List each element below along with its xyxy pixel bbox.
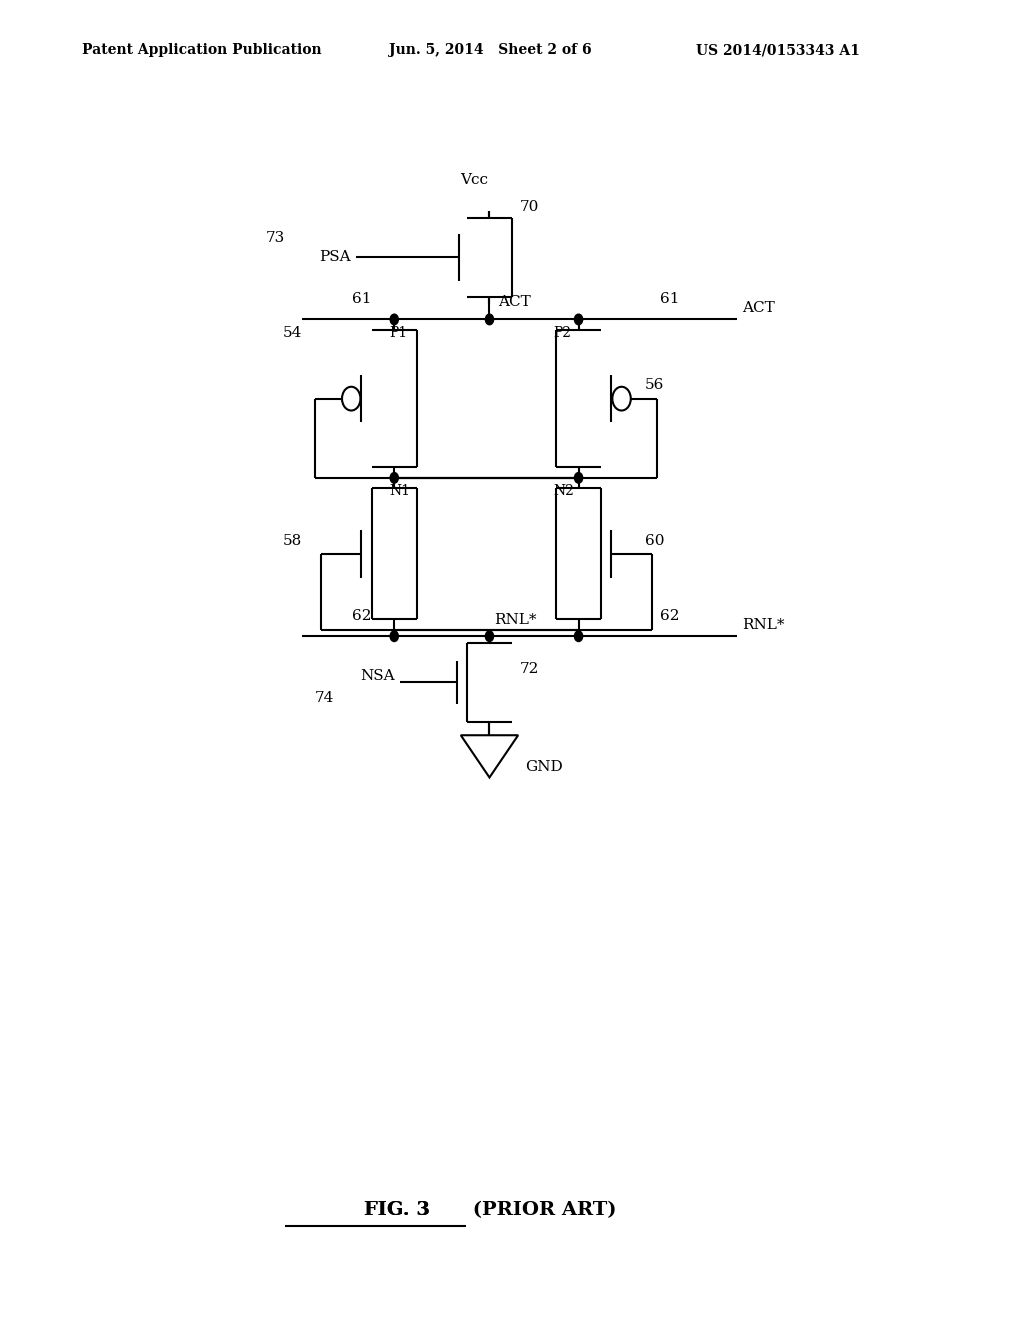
Text: 56: 56 <box>645 379 665 392</box>
Text: 73: 73 <box>265 231 285 244</box>
Text: N2: N2 <box>553 484 573 499</box>
Text: Patent Application Publication: Patent Application Publication <box>82 44 322 57</box>
Text: N1: N1 <box>389 484 411 499</box>
Circle shape <box>390 473 398 483</box>
Text: 61: 61 <box>352 292 372 306</box>
Text: Jun. 5, 2014   Sheet 2 of 6: Jun. 5, 2014 Sheet 2 of 6 <box>389 44 592 57</box>
Text: PSA: PSA <box>319 251 351 264</box>
Text: Vcc: Vcc <box>460 173 488 187</box>
Text: US 2014/0153343 A1: US 2014/0153343 A1 <box>696 44 860 57</box>
Text: 62: 62 <box>660 609 680 623</box>
Text: P1: P1 <box>389 326 408 341</box>
Text: ACT: ACT <box>742 301 775 315</box>
Text: 62: 62 <box>352 609 372 623</box>
Circle shape <box>390 631 398 642</box>
Circle shape <box>485 631 494 642</box>
Text: P2: P2 <box>553 326 571 341</box>
Text: RNL*: RNL* <box>495 612 538 627</box>
Text: GND: GND <box>525 760 563 774</box>
Text: 61: 61 <box>660 292 680 306</box>
Text: 54: 54 <box>283 326 302 341</box>
Text: 74: 74 <box>314 692 334 705</box>
Text: 60: 60 <box>645 533 665 548</box>
Circle shape <box>574 473 583 483</box>
Text: ACT: ACT <box>498 294 530 309</box>
Text: RNL*: RNL* <box>742 618 785 632</box>
Text: 70: 70 <box>520 201 540 214</box>
Text: (PRIOR ART): (PRIOR ART) <box>466 1201 616 1220</box>
Text: NSA: NSA <box>360 669 395 682</box>
Circle shape <box>574 631 583 642</box>
Text: FIG. 3: FIG. 3 <box>364 1201 429 1220</box>
Text: FIG. 3: FIG. 3 <box>364 1201 429 1220</box>
Circle shape <box>485 314 494 325</box>
Text: 58: 58 <box>283 533 302 548</box>
Text: 72: 72 <box>520 663 540 676</box>
Circle shape <box>574 314 583 325</box>
Circle shape <box>390 314 398 325</box>
